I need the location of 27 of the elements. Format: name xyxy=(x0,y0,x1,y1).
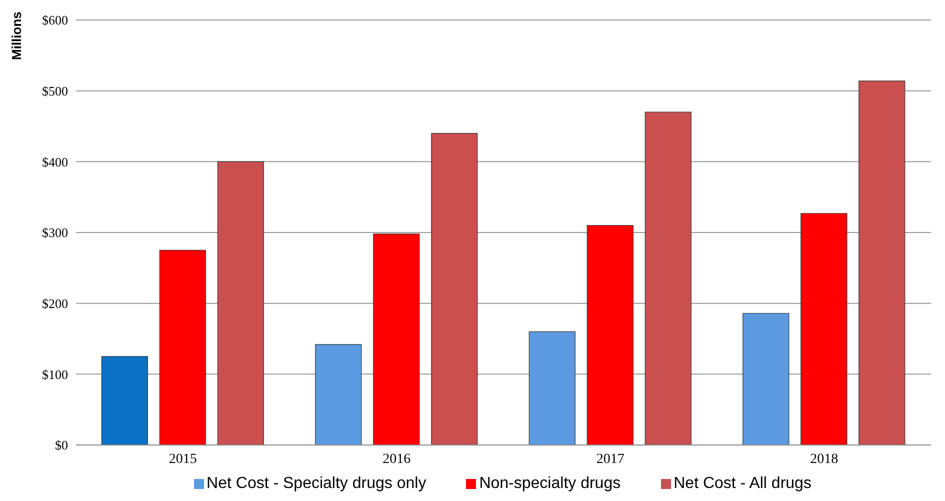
bar xyxy=(373,234,420,445)
bar xyxy=(315,344,362,445)
x-tick-label: 2016 xyxy=(382,452,411,467)
bar xyxy=(217,161,264,445)
y-tick-label: $500 xyxy=(42,83,68,98)
y-axis-title: Millions xyxy=(9,12,24,60)
y-tick-label: $300 xyxy=(42,225,68,240)
x-tick-label: 2017 xyxy=(596,452,624,467)
bar xyxy=(586,225,634,445)
y-tick-label: $200 xyxy=(42,296,68,311)
legend-label: Net Cost - Specialty drugs only xyxy=(206,475,426,493)
y-tick-label: $400 xyxy=(42,154,68,170)
bar xyxy=(800,213,848,445)
legend-label: Net Cost - All drugs xyxy=(674,475,812,493)
y-tick-label: $600 xyxy=(42,12,68,28)
bar xyxy=(101,356,148,445)
bar xyxy=(858,80,906,445)
bar xyxy=(644,112,692,445)
x-tick-label: 2015 xyxy=(168,452,197,467)
bar xyxy=(159,250,206,445)
y-tick-label: $0 xyxy=(55,438,68,453)
y-tick-label: $100 xyxy=(42,366,68,382)
bar xyxy=(528,331,576,445)
x-tick-label: 2018 xyxy=(810,452,838,467)
bar xyxy=(431,133,478,445)
bar xyxy=(742,312,790,445)
legend-label: Non-specialty drugs xyxy=(479,475,621,493)
